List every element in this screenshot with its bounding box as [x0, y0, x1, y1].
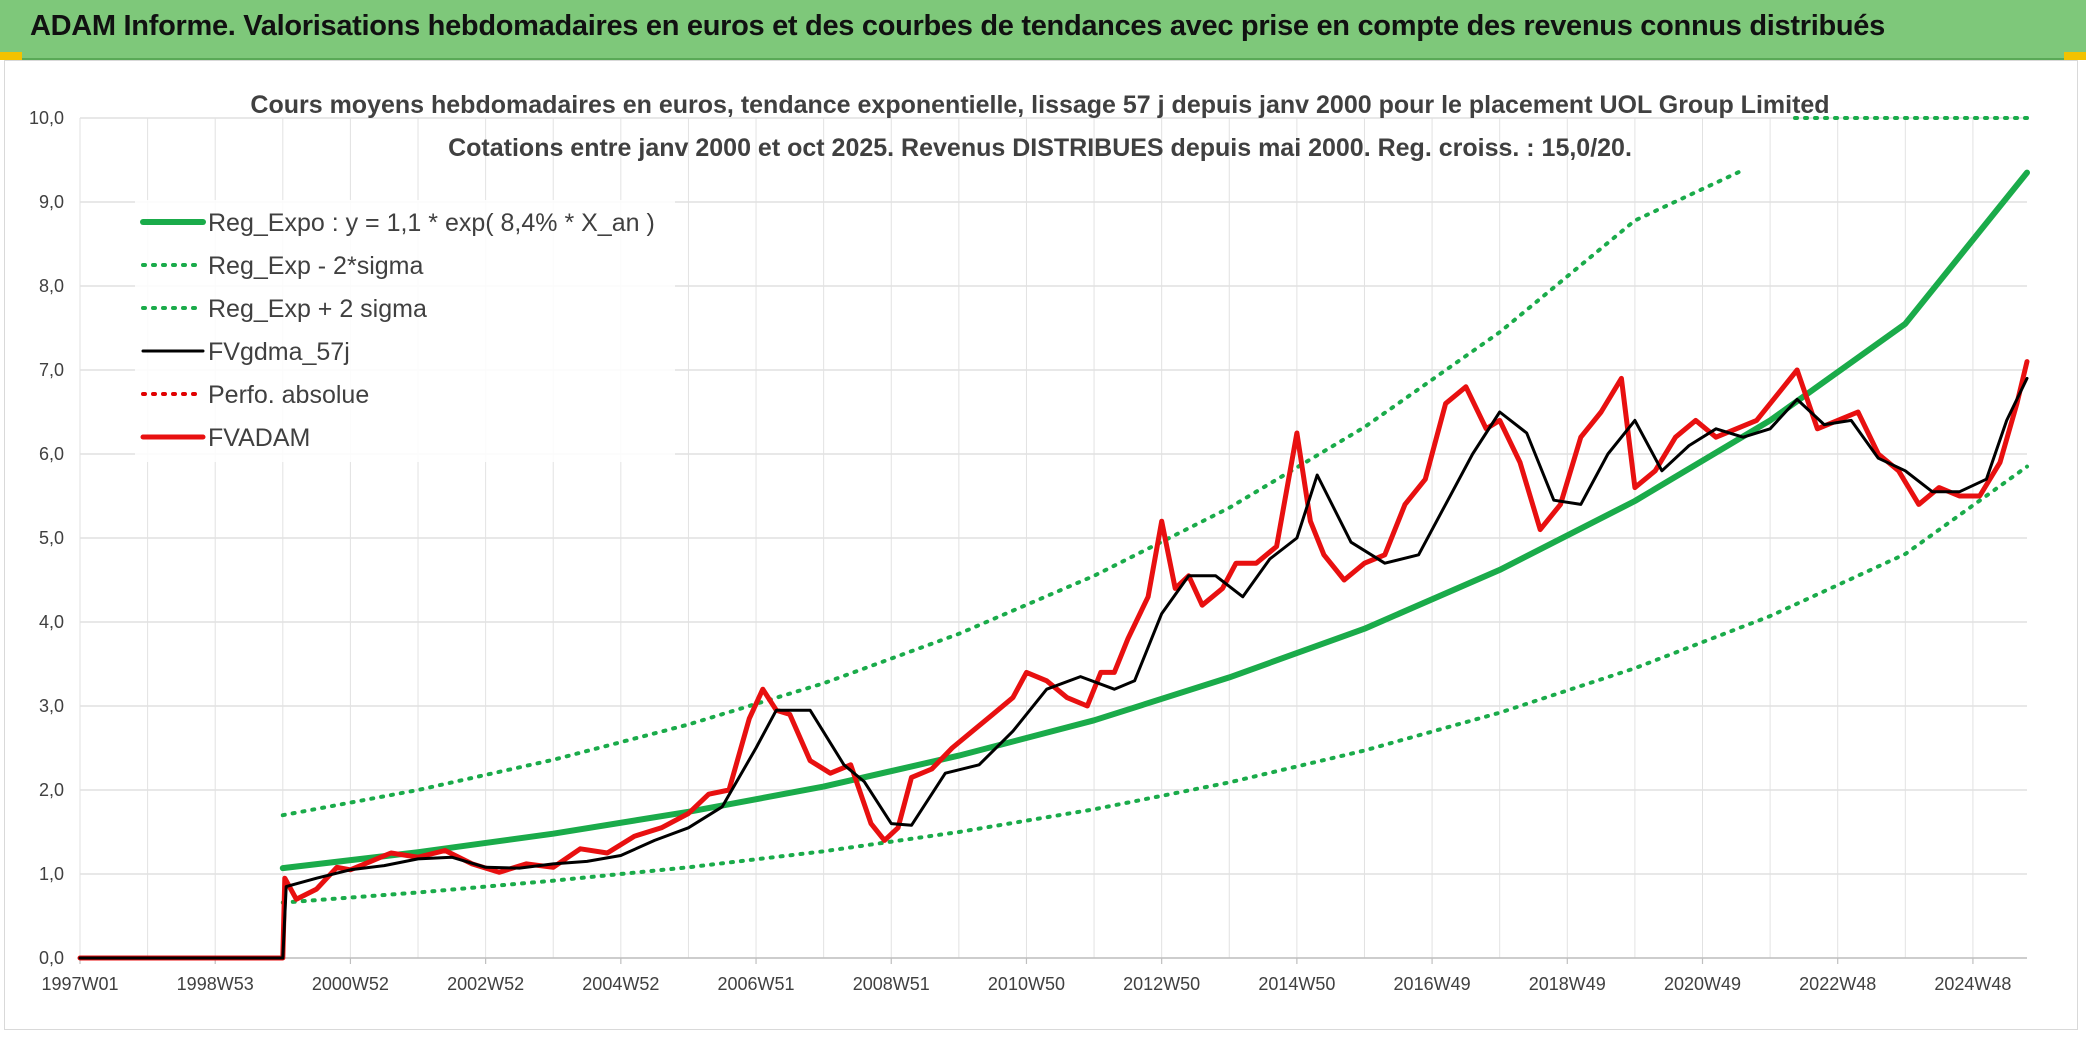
series-line-2 [280, 168, 1746, 818]
x-tick-label: 2018W49 [1529, 974, 1606, 994]
x-tick-label: 2024W48 [1934, 974, 2011, 994]
y-tick-label: 4,0 [39, 612, 64, 632]
corner-accent-right [2064, 52, 2086, 60]
y-tick-label: 9,0 [39, 192, 64, 212]
x-tick-label: 2006W51 [718, 974, 795, 994]
corner-accent-left [0, 52, 22, 60]
y-axis-ticks: 0,0 1,0 2,0 3,0 4,0 5,0 6,0 7,0 8,0 9,0 10,0 [29, 108, 64, 968]
legend-label-0: Reg_Expo : y = 1,1 * exp( 8,4% * X_an ) [208, 209, 655, 237]
legend-label-5: FVADAM [208, 424, 310, 452]
y-tick-label: 5,0 [39, 528, 64, 548]
y-tick-label: 6,0 [39, 444, 64, 464]
chart-frame [4, 60, 2078, 1030]
y-tick-label: 3,0 [39, 696, 64, 716]
x-tick-label: 2022W48 [1799, 974, 1876, 994]
x-tick-label: 2010W50 [988, 974, 1065, 994]
legend-label-3: FVgdma_57j [208, 338, 350, 366]
x-tick-label: 2002W52 [447, 974, 524, 994]
x-tick-label: 1997W01 [41, 974, 118, 994]
y-tick-label: 10,0 [29, 108, 64, 128]
series-line-1 [280, 464, 2029, 905]
series-layer [77, 116, 2030, 961]
x-tick-label: 2000W52 [312, 974, 389, 994]
chart-title: Cours moyens hebdomadaires en euros, ten… [250, 91, 1829, 119]
x-tick-label: 2020W49 [1664, 974, 1741, 994]
x-tick-label: 1998W53 [177, 974, 254, 994]
y-tick-label: 7,0 [39, 360, 64, 380]
legend-label-1: Reg_Exp - 2*sigma [208, 252, 423, 280]
x-tick-label: 2014W50 [1258, 974, 1335, 994]
y-tick-label: 0,0 [39, 948, 64, 968]
banner-title: ADAM Informe. Valorisations hebdomadaire… [30, 10, 1885, 42]
legend-background [135, 200, 675, 462]
legend-label-4: Perfo. absolue [208, 381, 369, 409]
x-tick-label: 2016W49 [1394, 974, 1471, 994]
x-tick-label: 2012W50 [1123, 974, 1200, 994]
y-tick-label: 1,0 [39, 864, 64, 884]
series-line-0 [279, 169, 2030, 872]
y-tick-label: 2,0 [39, 780, 64, 800]
legend-label-2: Reg_Exp + 2 sigma [208, 295, 427, 323]
banner: ADAM Informe. Valorisations hebdomadaire… [0, 0, 2086, 60]
chart-subtitle: Cotations entre janv 2000 et oct 2025. R… [448, 134, 1632, 162]
x-tick-label: 2004W52 [582, 974, 659, 994]
y-tick-label: 8,0 [39, 276, 64, 296]
x-axis-ticks: 1997W01 1998W53 2000W52 2002W52 2004W52 2006W… [41, 958, 2011, 994]
legend: Reg_Expo : y = 1,1 * exp( 8,4% * X_an ) R… [140, 209, 655, 452]
x-tick-label: 2008W51 [853, 974, 930, 994]
series-line-3 [78, 376, 2029, 960]
